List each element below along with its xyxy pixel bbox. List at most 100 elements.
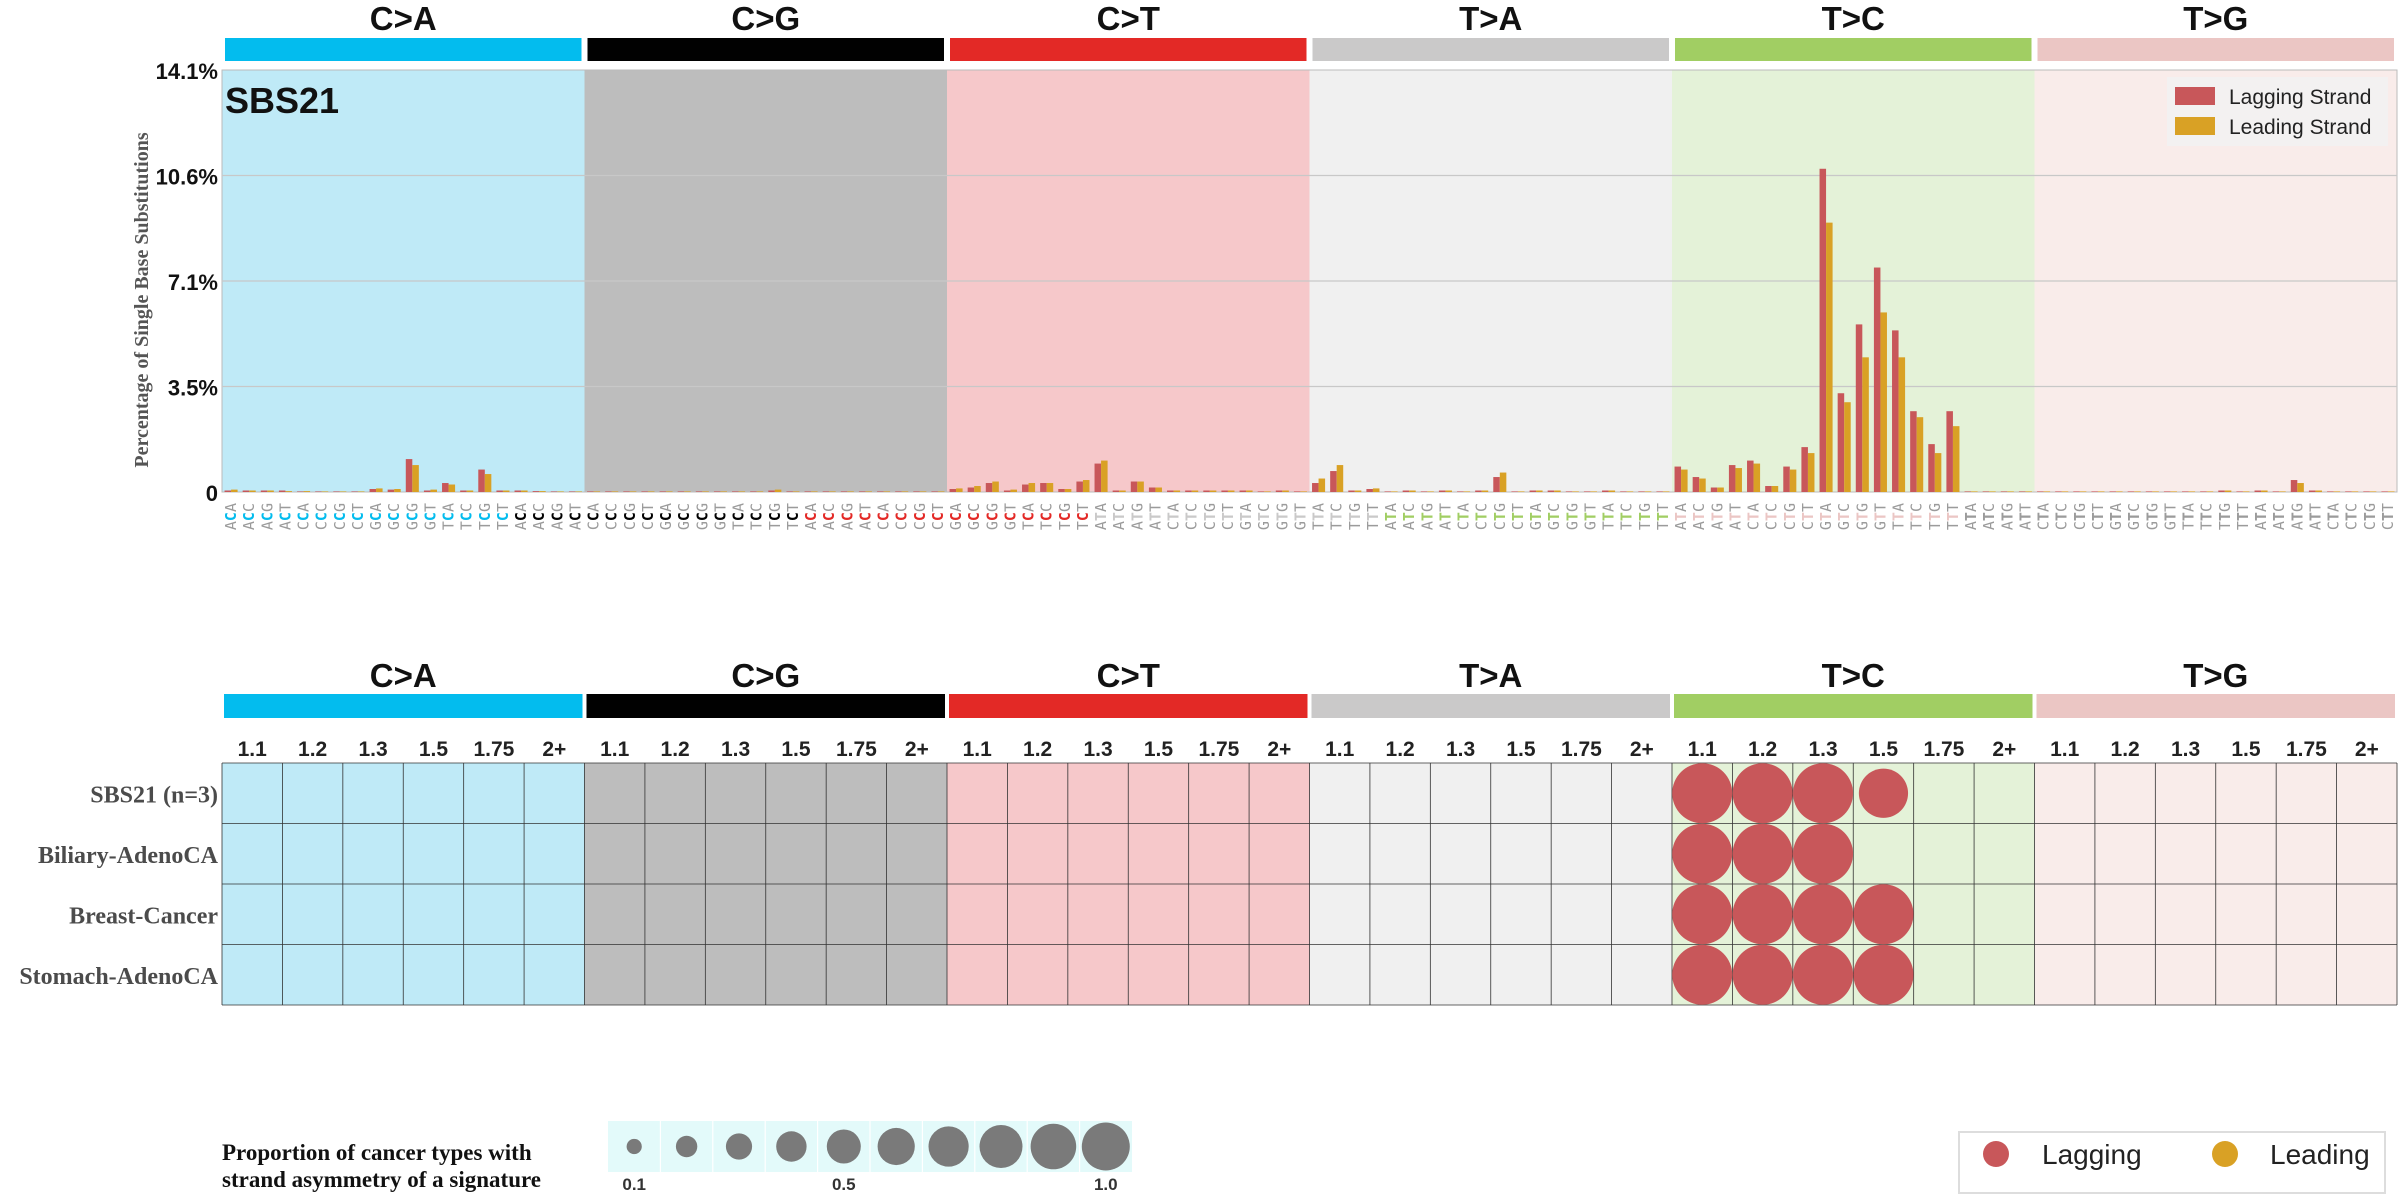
leading-legend-dot	[2212, 1141, 2238, 1167]
lagging-bar	[605, 491, 612, 492]
bottom-type-bar	[2036, 694, 2395, 718]
leading-bar	[1608, 490, 1616, 492]
lagging-bar	[1094, 463, 1102, 492]
lagging-bar	[1620, 491, 1627, 492]
lagging-bubble	[1732, 823, 1793, 884]
size-legend-title-line2: strand asymmetry of a signature	[222, 1167, 541, 1192]
leading-bar	[1409, 490, 1416, 492]
leading-bar	[2079, 491, 2087, 492]
leading-bar	[1318, 478, 1326, 492]
leading-bar	[2206, 491, 2214, 492]
bottom-type-label: T>C	[1822, 657, 1885, 694]
lagging-legend-label: Lagging	[2042, 1139, 2142, 1170]
y-tick-label: 10.6%	[156, 165, 218, 190]
lagging-bar	[1438, 490, 1446, 492]
context-label: TTG	[1926, 503, 1944, 530]
lagging-bar	[1148, 487, 1156, 492]
y-tick-label: 0	[206, 481, 218, 506]
lagging-bubble	[1732, 763, 1793, 824]
context-label: CTG	[1781, 503, 1799, 530]
lagging-bar	[768, 490, 775, 492]
context-label: GTG	[2143, 503, 2161, 530]
lagging-bar	[2073, 491, 2080, 492]
lagging-bar	[1203, 490, 1210, 492]
bottom-type-bar	[586, 694, 945, 718]
context-label: TCG	[1056, 503, 1074, 530]
leading-bar	[1662, 491, 1670, 492]
leading-bar	[1481, 490, 1489, 492]
column-label: 1.3	[721, 738, 750, 761]
context-label: CTG	[2071, 503, 2089, 530]
lagging-bar	[387, 489, 395, 492]
lagging-bar	[2345, 491, 2352, 492]
leading-bar	[756, 491, 764, 492]
leading-bar	[811, 491, 818, 492]
context-label: GTG	[1853, 503, 1871, 530]
context-label: ATT	[1436, 503, 1454, 530]
lagging-bar	[1801, 447, 1808, 492]
leading-bar	[865, 491, 872, 492]
lagging-bar	[2236, 491, 2243, 492]
column-label: 1.5	[2231, 738, 2261, 761]
lagging-bar	[1402, 490, 1410, 492]
lagging-bar	[1982, 491, 1990, 492]
context-label: ATG	[1708, 503, 1726, 530]
row-label: Biliary-AdenoCA	[38, 843, 219, 869]
column-label: 1.3	[358, 738, 387, 761]
lagging-bar	[822, 491, 830, 492]
column-label: 1.3	[1808, 738, 1837, 761]
lagging-bar	[297, 491, 304, 492]
context-label: TCG	[766, 503, 784, 530]
lagging-bar	[2218, 490, 2225, 492]
context-label: ATC	[1980, 503, 1998, 530]
column-label: 2+	[542, 738, 566, 761]
leading-bar	[829, 491, 836, 492]
size-legend-tick: 0.5	[832, 1175, 856, 1194]
lagging-bar	[2327, 491, 2334, 492]
context-label: GTC	[2125, 503, 2143, 530]
y-tick-label: 3.5%	[168, 376, 218, 401]
context-label: GCA	[367, 503, 385, 530]
lagging-legend-dot	[1983, 1141, 2009, 1167]
leading-bar	[1572, 491, 1579, 492]
column-label: 1.1	[238, 738, 268, 761]
context-label: CTT	[2379, 503, 2397, 530]
row-label: Breast-Cancer	[69, 903, 218, 929]
size-legend-circle	[626, 1138, 642, 1155]
signature-title: SBS21	[225, 80, 339, 121]
strand-legend: Lagging Leading	[1958, 1131, 2386, 1194]
leading-bar	[394, 489, 401, 492]
lagging-bar	[460, 490, 467, 492]
lagging-bar	[1312, 483, 1319, 492]
lagging-bar	[1892, 330, 1899, 492]
leading-bar	[1989, 491, 1996, 492]
context-label: ATG	[1418, 503, 1436, 530]
top-type-label: T>A	[1459, 0, 1522, 37]
leading-bar	[1789, 469, 1797, 492]
leading-bar	[539, 491, 546, 492]
lagging-bar	[315, 491, 322, 492]
context-label: ATC	[1690, 503, 1708, 530]
leading-bar	[883, 491, 891, 492]
leading-bar	[1771, 486, 1779, 492]
context-label: CTC	[2343, 503, 2361, 530]
context-label: TTC	[1908, 503, 1926, 530]
lagging-bar	[1330, 471, 1337, 492]
lagging-bar	[1167, 490, 1174, 492]
leading-strand-label: Leading Strand	[2229, 116, 2371, 139]
lagging-bar	[278, 490, 286, 492]
lagging-bar	[1783, 466, 1790, 492]
lagging-bubble	[1793, 884, 1854, 945]
context-label: TTT	[1364, 503, 1382, 530]
lagging-bar	[1710, 487, 1718, 492]
leading-bar	[593, 491, 601, 492]
context-label: TCC	[748, 503, 766, 530]
leading-bar	[249, 490, 256, 492]
context-label: GCA	[947, 503, 965, 530]
leading-bar	[2224, 490, 2232, 492]
leading-bar	[357, 491, 365, 492]
lagging-bar	[2145, 491, 2153, 492]
context-label: GTA	[1817, 503, 1835, 530]
context-label: TTT	[1654, 503, 1672, 530]
